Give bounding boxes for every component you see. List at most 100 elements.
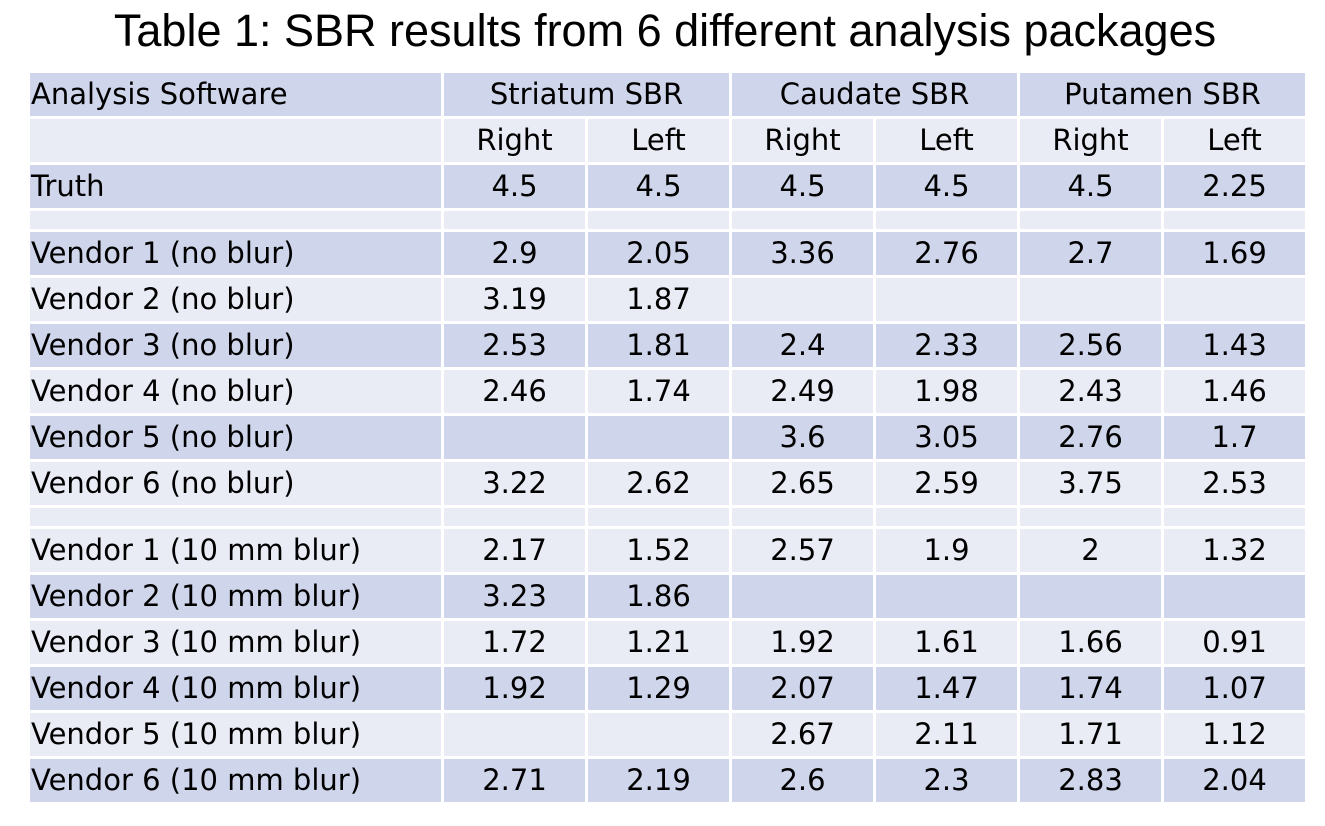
table-cell: 3.23 bbox=[444, 575, 585, 618]
table-cell: 1.7 bbox=[1164, 416, 1305, 459]
row-label: Vendor 4 (10 mm blur) bbox=[30, 667, 441, 710]
table-row: Vendor 1 (10 mm blur) 2.17 1.52 2.57 1.9… bbox=[30, 529, 1305, 572]
row-label: Vendor 3 (10 mm blur) bbox=[30, 621, 441, 664]
table-row: Vendor 5 (no blur) 3.6 3.05 2.76 1.7 bbox=[30, 416, 1305, 459]
header-striatum-sbr: Striatum SBR bbox=[444, 73, 729, 116]
spacer-cell bbox=[30, 508, 441, 526]
table-cell: 4.5 bbox=[444, 165, 585, 208]
header-putamen-sbr: Putamen SBR bbox=[1020, 73, 1305, 116]
row-label: Vendor 5 (no blur) bbox=[30, 416, 441, 459]
table-cell bbox=[1164, 278, 1305, 321]
table-cell: 4.5 bbox=[1020, 165, 1161, 208]
sub-header-striatum-right: Right bbox=[444, 119, 585, 162]
table-cell: 2.53 bbox=[1164, 462, 1305, 505]
table-cell: 1.72 bbox=[444, 621, 585, 664]
table-cell: 2.9 bbox=[444, 232, 585, 275]
sub-header-caudate-left: Left bbox=[876, 119, 1017, 162]
table-row: Vendor 1 (no blur) 2.9 2.05 3.36 2.76 2.… bbox=[30, 232, 1305, 275]
table-cell: 2 bbox=[1020, 529, 1161, 572]
table-cell: 2.11 bbox=[876, 713, 1017, 756]
table-cell: 1.07 bbox=[1164, 667, 1305, 710]
table-cell: 1.92 bbox=[444, 667, 585, 710]
table-cell bbox=[444, 416, 585, 459]
table-cell: 2.46 bbox=[444, 370, 585, 413]
table-cell: 2.43 bbox=[1020, 370, 1161, 413]
row-label: Vendor 1 (10 mm blur) bbox=[30, 529, 441, 572]
header-caudate-sbr: Caudate SBR bbox=[732, 73, 1017, 116]
spacer-cell bbox=[588, 211, 729, 229]
table-cell: 4.5 bbox=[876, 165, 1017, 208]
table-cell: 2.57 bbox=[732, 529, 873, 572]
sub-header-striatum-left: Left bbox=[588, 119, 729, 162]
table-cell: 1.74 bbox=[1020, 667, 1161, 710]
table-cell: 2.33 bbox=[876, 324, 1017, 367]
row-label: Vendor 6 (10 mm blur) bbox=[30, 759, 441, 802]
table-cell bbox=[732, 575, 873, 618]
table-cell: 3.05 bbox=[876, 416, 1017, 459]
spacer-cell bbox=[876, 211, 1017, 229]
sub-header-putamen-left: Left bbox=[1164, 119, 1305, 162]
row-label: Truth bbox=[30, 165, 441, 208]
table-row: Vendor 6 (no blur) 3.22 2.62 2.65 2.59 3… bbox=[30, 462, 1305, 505]
table-cell: 2.49 bbox=[732, 370, 873, 413]
table-cell bbox=[588, 416, 729, 459]
spacer-cell bbox=[732, 508, 873, 526]
spacer-cell bbox=[732, 211, 873, 229]
table-cell: 2.07 bbox=[732, 667, 873, 710]
spacer-cell bbox=[444, 211, 585, 229]
row-label: Vendor 6 (no blur) bbox=[30, 462, 441, 505]
table-cell: 1.21 bbox=[588, 621, 729, 664]
table-cell: 2.04 bbox=[1164, 759, 1305, 802]
table-cell: 3.6 bbox=[732, 416, 873, 459]
table-cell: 0.91 bbox=[1164, 621, 1305, 664]
table-cell: 2.05 bbox=[588, 232, 729, 275]
table-cell: 2.71 bbox=[444, 759, 585, 802]
table-cell bbox=[1020, 575, 1161, 618]
table-row: Vendor 3 (no blur) 2.53 1.81 2.4 2.33 2.… bbox=[30, 324, 1305, 367]
table-cell: 1.9 bbox=[876, 529, 1017, 572]
table-cell: 1.47 bbox=[876, 667, 1017, 710]
table-cell bbox=[588, 713, 729, 756]
table-cell: 1.12 bbox=[1164, 713, 1305, 756]
table-cell: 1.92 bbox=[732, 621, 873, 664]
spacer-cell bbox=[444, 508, 585, 526]
truth-row: Truth 4.5 4.5 4.5 4.5 4.5 2.25 bbox=[30, 165, 1305, 208]
spacer-cell bbox=[1020, 508, 1161, 526]
table-cell: 1.29 bbox=[588, 667, 729, 710]
table-cell bbox=[732, 278, 873, 321]
sub-header-empty bbox=[30, 119, 441, 162]
table-cell: 1.87 bbox=[588, 278, 729, 321]
table-cell: 3.75 bbox=[1020, 462, 1161, 505]
table-cell: 1.32 bbox=[1164, 529, 1305, 572]
table-cell: 1.71 bbox=[1020, 713, 1161, 756]
table-cell: 1.52 bbox=[588, 529, 729, 572]
table-cell: 1.61 bbox=[876, 621, 1017, 664]
row-label: Vendor 4 (no blur) bbox=[30, 370, 441, 413]
row-label: Vendor 3 (no blur) bbox=[30, 324, 441, 367]
table-cell bbox=[876, 575, 1017, 618]
table-cell: 1.98 bbox=[876, 370, 1017, 413]
group-header-row: Analysis Software Striatum SBR Caudate S… bbox=[30, 73, 1305, 116]
table-cell: 2.25 bbox=[1164, 165, 1305, 208]
table-cell: 1.46 bbox=[1164, 370, 1305, 413]
row-label: Vendor 2 (no blur) bbox=[30, 278, 441, 321]
table-cell: 2.76 bbox=[876, 232, 1017, 275]
sub-header-row: Right Left Right Left Right Left bbox=[30, 119, 1305, 162]
table-cell: 2.6 bbox=[732, 759, 873, 802]
table-row: Vendor 2 (10 mm blur) 3.23 1.86 bbox=[30, 575, 1305, 618]
table-cell bbox=[1020, 278, 1161, 321]
table-cell: 1.74 bbox=[588, 370, 729, 413]
table-cell: 1.69 bbox=[1164, 232, 1305, 275]
spacer-cell bbox=[1164, 508, 1305, 526]
sub-header-caudate-right: Right bbox=[732, 119, 873, 162]
table-row: Vendor 2 (no blur) 3.19 1.87 bbox=[30, 278, 1305, 321]
table-cell: 2.67 bbox=[732, 713, 873, 756]
spacer-row bbox=[30, 211, 1305, 229]
table-cell bbox=[876, 278, 1017, 321]
table-cell: 1.81 bbox=[588, 324, 729, 367]
table-cell: 2.4 bbox=[732, 324, 873, 367]
table-cell: 2.3 bbox=[876, 759, 1017, 802]
table-cell: 2.62 bbox=[588, 462, 729, 505]
spacer-cell bbox=[1020, 211, 1161, 229]
table-row: Vendor 4 (10 mm blur) 1.92 1.29 2.07 1.4… bbox=[30, 667, 1305, 710]
